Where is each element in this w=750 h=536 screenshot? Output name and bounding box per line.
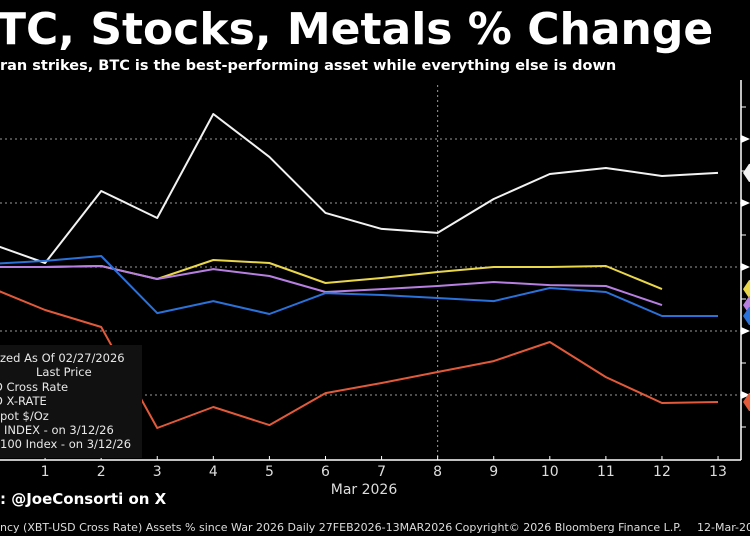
- x-tick-label: 8: [433, 464, 442, 480]
- x-tick-label: 11: [597, 464, 615, 480]
- y-tick-marker: [741, 199, 750, 207]
- legend: zed As Of 02/27/2026 Last Price D Cross …: [0, 345, 142, 458]
- series-line: [0, 113, 719, 264]
- last-value-marker: [743, 163, 750, 182]
- legend-line: INDEX - on 3/12/26: [4, 423, 114, 438]
- x-tick-label: 4: [209, 464, 218, 480]
- footer-copyright: Copyright© 2026 Bloomberg Finance L.P.: [455, 521, 682, 534]
- y-tick-marker: [741, 391, 750, 399]
- y-tick-marker: [741, 135, 750, 143]
- legend-line: pot $/Oz: [0, 408, 49, 423]
- y-tick-marker: [741, 263, 750, 271]
- series-line: [0, 265, 663, 307]
- last-value-marker: [743, 306, 750, 325]
- chart-subtitle: ran strikes, BTC is the best-performing …: [0, 58, 617, 74]
- x-tick-label: 5: [265, 464, 274, 480]
- x-axis-label: Mar 2026: [331, 482, 398, 498]
- legend-line: D Cross Rate: [0, 379, 69, 394]
- legend-line: zed As Of 02/27/2026: [0, 351, 125, 365]
- last-value-marker: [743, 393, 750, 412]
- footer-date: 12-Mar-20: [697, 521, 750, 534]
- source-credit: : @JoeConsorti on X: [0, 490, 167, 508]
- x-tick-label: 12: [653, 464, 671, 480]
- series-line: [0, 255, 718, 317]
- footer-description: ncy (XBT-USD Cross Rate) Assets % since …: [0, 521, 453, 534]
- x-tick-label: 13: [709, 464, 727, 480]
- x-tick-label: 2: [97, 464, 106, 480]
- x-tick-label: 6: [321, 464, 330, 480]
- x-tick-label: 9: [489, 464, 498, 480]
- x-tick-label: 10: [541, 464, 559, 480]
- x-tick-label: 7: [377, 464, 386, 480]
- last-value-marker: [743, 280, 750, 299]
- y-tick-marker: [741, 327, 750, 335]
- x-tick-label: 3: [153, 464, 162, 480]
- legend-line: Last Price: [36, 365, 92, 380]
- x-tick-label: 1: [41, 464, 50, 480]
- series-line: [0, 290, 719, 429]
- chart-title: TC, Stocks, Metals % Change: [0, 4, 714, 55]
- legend-line: D X-RATE: [0, 394, 47, 409]
- legend-line: 100 Index - on 3/12/26: [0, 437, 132, 452]
